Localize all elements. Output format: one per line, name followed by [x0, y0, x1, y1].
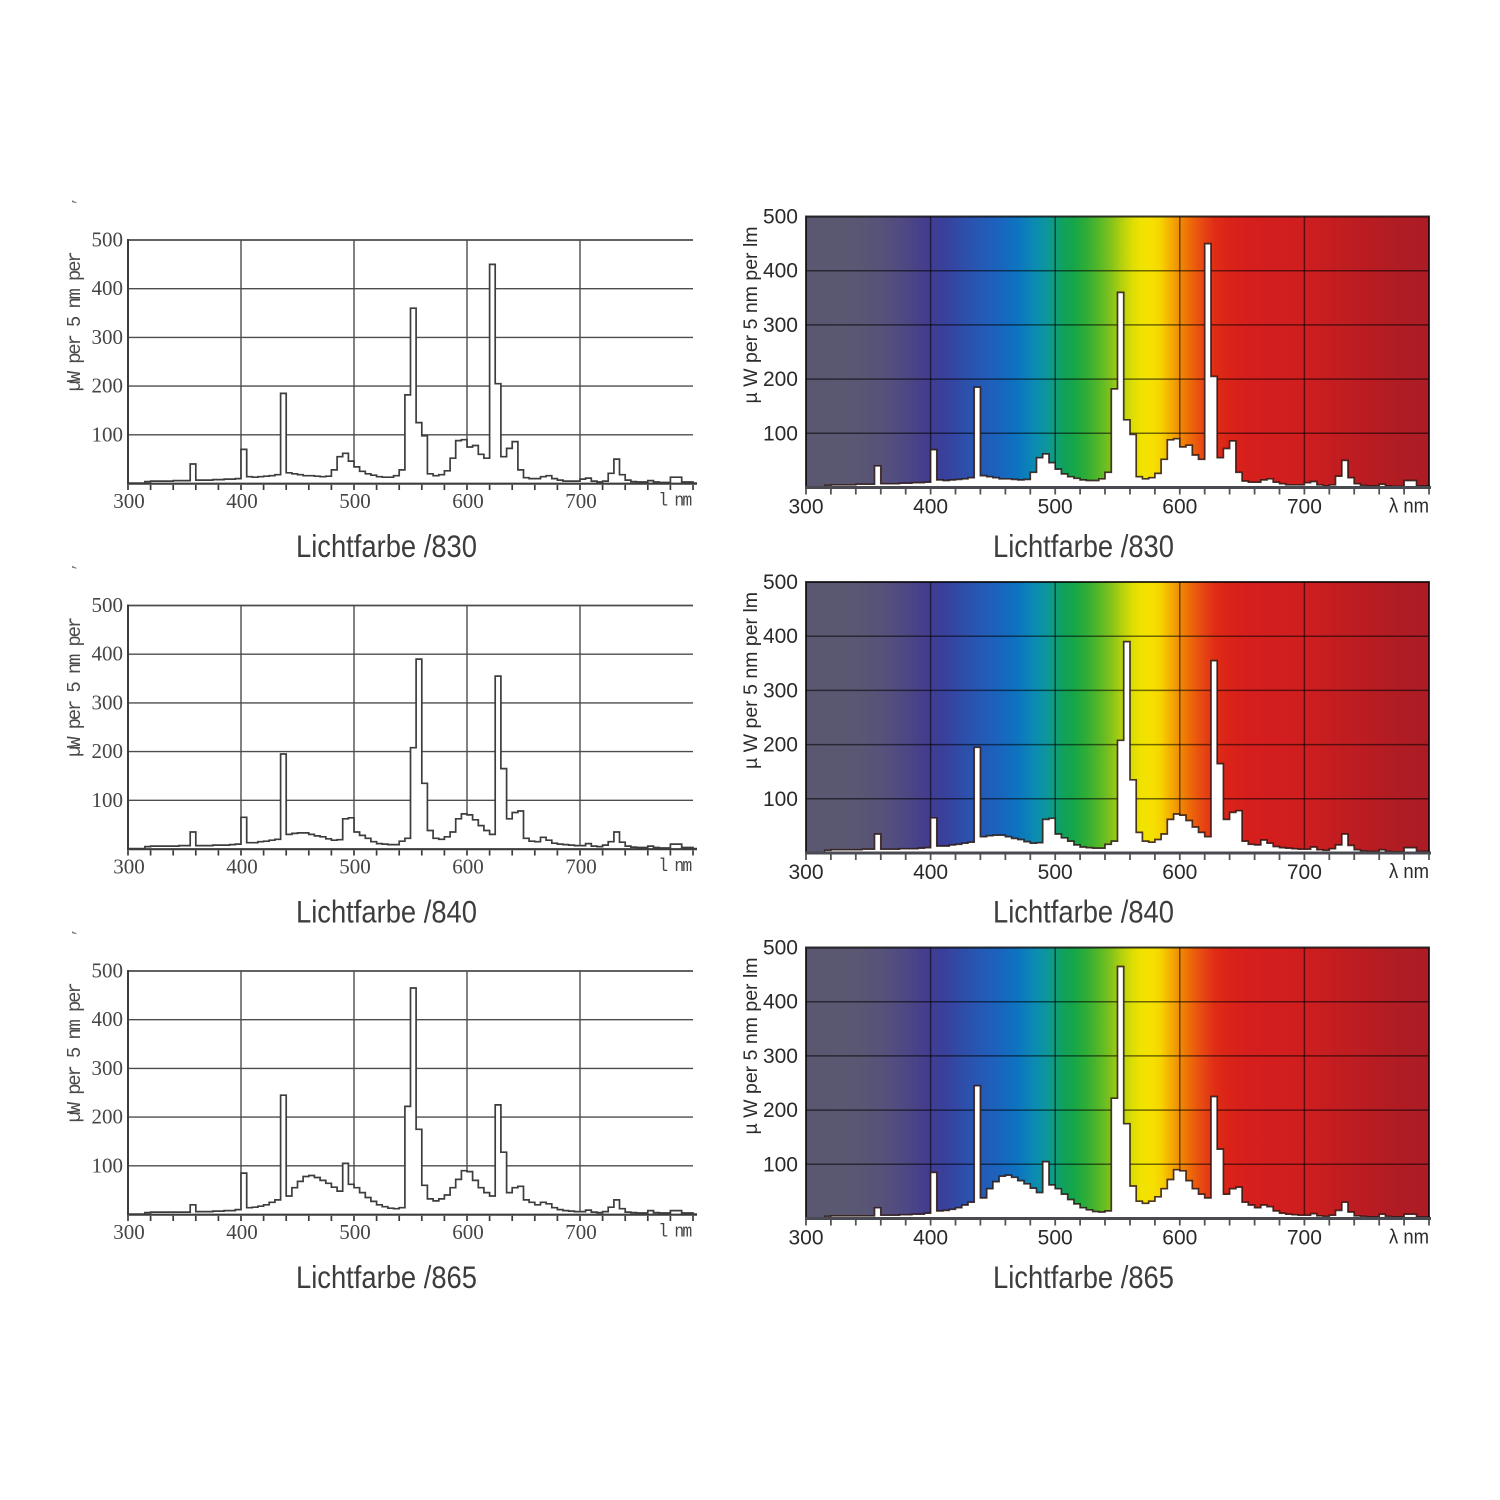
- svg-text:λ nm: λ nm: [1389, 496, 1429, 518]
- svg-text:500: 500: [763, 937, 798, 960]
- svg-text:Lichtfarbe /840: Lichtfarbe /840: [993, 894, 1174, 930]
- svg-text:λ nm: λ nm: [1389, 1227, 1429, 1249]
- svg-text:400: 400: [92, 642, 124, 666]
- svg-text:400: 400: [913, 1227, 948, 1250]
- svg-text:µ W per 5 nm per lm: µ W per 5 nm per lm: [740, 592, 762, 769]
- svg-text:700: 700: [565, 1220, 597, 1244]
- svg-text:300: 300: [788, 1227, 823, 1250]
- svg-text:Lichtfarbe /830: Lichtfarbe /830: [296, 528, 477, 564]
- svg-text:700: 700: [565, 855, 597, 879]
- svg-text:500: 500: [339, 489, 371, 513]
- svg-text:Lichtfarbe /865: Lichtfarbe /865: [993, 1259, 1174, 1295]
- svg-text:300: 300: [763, 679, 798, 702]
- svg-text:200: 200: [92, 1105, 124, 1129]
- svg-text:,: ,: [63, 197, 79, 205]
- svg-text:300: 300: [788, 496, 823, 519]
- svg-text:l nm: l nm: [658, 492, 691, 512]
- svg-text:Lichtfarbe /840: Lichtfarbe /840: [296, 894, 477, 930]
- svg-text:600: 600: [452, 855, 484, 879]
- svg-text:700: 700: [1287, 1227, 1322, 1250]
- svg-text:µW per 5 nm per: µW per 5 nm per: [64, 618, 86, 757]
- svg-text:600: 600: [452, 489, 484, 513]
- svg-text:500: 500: [1038, 496, 1073, 519]
- svg-text:300: 300: [92, 325, 124, 349]
- svg-text:500: 500: [1038, 1227, 1073, 1250]
- svg-text:300: 300: [763, 314, 798, 337]
- svg-text:600: 600: [1162, 1227, 1197, 1250]
- svg-text:600: 600: [452, 1220, 484, 1244]
- svg-text:300: 300: [92, 690, 124, 714]
- svg-text:400: 400: [763, 260, 798, 283]
- svg-text:200: 200: [763, 1099, 798, 1122]
- svg-text:400: 400: [913, 496, 948, 519]
- svg-text:,: ,: [63, 928, 79, 936]
- svg-text:400: 400: [92, 1007, 124, 1031]
- svg-text:100: 100: [763, 1153, 798, 1176]
- svg-text:500: 500: [339, 855, 371, 879]
- svg-text:600: 600: [1162, 496, 1197, 519]
- svg-text:400: 400: [226, 855, 258, 879]
- svg-text:400: 400: [226, 489, 258, 513]
- svg-text:100: 100: [763, 788, 798, 811]
- svg-text:500: 500: [92, 593, 124, 617]
- svg-text:µW per 5 nm per: µW per 5 nm per: [64, 253, 86, 392]
- svg-text:µ W per 5 nm per lm: µ W per 5 nm per lm: [740, 226, 762, 403]
- svg-text:400: 400: [763, 991, 798, 1014]
- svg-text:200: 200: [92, 374, 124, 398]
- svg-text:λ nm: λ nm: [1389, 861, 1429, 883]
- svg-text:700: 700: [565, 489, 597, 513]
- svg-text:Lichtfarbe /865: Lichtfarbe /865: [296, 1259, 477, 1295]
- svg-text:l nm: l nm: [658, 1223, 691, 1243]
- svg-text:Lichtfarbe /830: Lichtfarbe /830: [993, 528, 1174, 564]
- svg-text:500: 500: [92, 959, 124, 983]
- svg-text:100: 100: [92, 1153, 124, 1177]
- svg-text:700: 700: [1287, 861, 1322, 884]
- svg-text:100: 100: [763, 422, 798, 445]
- svg-text:600: 600: [1162, 861, 1197, 884]
- svg-text:100: 100: [92, 422, 124, 446]
- svg-text:500: 500: [339, 1220, 371, 1244]
- svg-text:500: 500: [92, 228, 124, 252]
- svg-text:300: 300: [763, 1045, 798, 1068]
- svg-text:200: 200: [763, 734, 798, 757]
- svg-text:200: 200: [763, 368, 798, 391]
- svg-text:300: 300: [113, 1220, 145, 1244]
- svg-text:200: 200: [92, 739, 124, 763]
- svg-text:500: 500: [1038, 861, 1073, 884]
- svg-text:100: 100: [92, 788, 124, 812]
- svg-text:300: 300: [92, 1056, 124, 1080]
- svg-text:300: 300: [113, 855, 145, 879]
- svg-text:500: 500: [763, 571, 798, 594]
- svg-text:µ W per 5 nm per lm: µ W per 5 nm per lm: [740, 957, 762, 1134]
- svg-text:l nm: l nm: [658, 857, 691, 877]
- svg-text:300: 300: [788, 861, 823, 884]
- svg-text:400: 400: [226, 1220, 258, 1244]
- svg-text:400: 400: [92, 276, 124, 300]
- svg-text:300: 300: [113, 489, 145, 513]
- svg-text:500: 500: [763, 206, 798, 229]
- svg-text:400: 400: [763, 625, 798, 648]
- svg-text:µW per 5 nm per: µW per 5 nm per: [64, 984, 86, 1123]
- svg-text:400: 400: [913, 861, 948, 884]
- svg-text:700: 700: [1287, 496, 1322, 519]
- svg-text:,: ,: [63, 562, 79, 570]
